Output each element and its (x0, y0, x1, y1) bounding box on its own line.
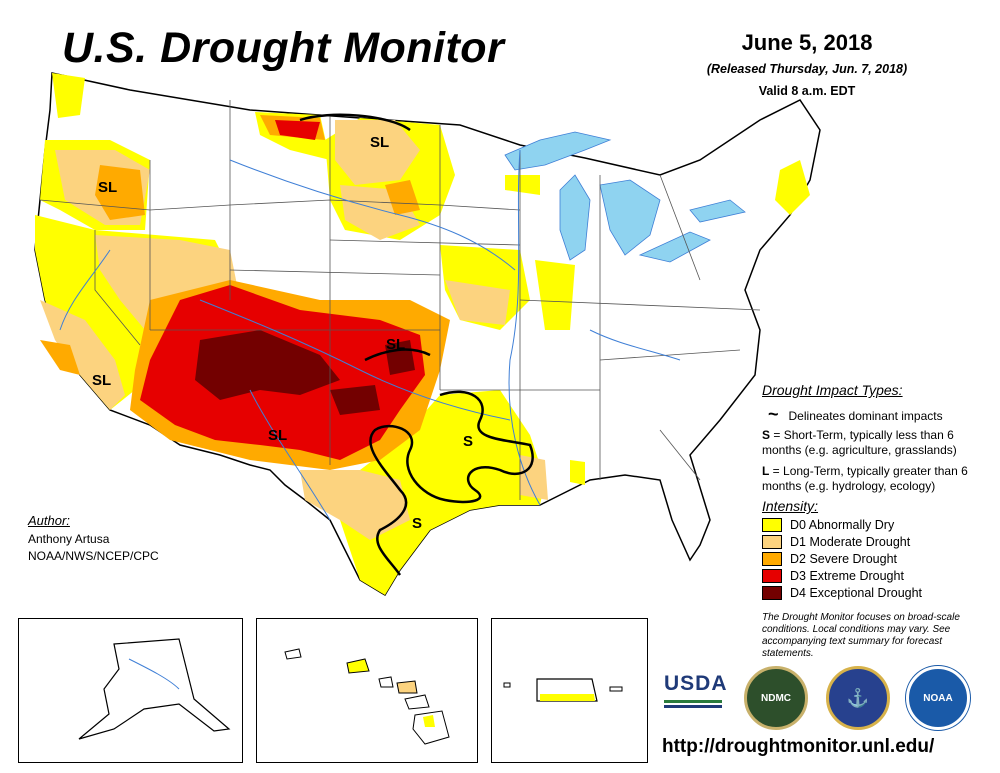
usda-blue-bar (664, 705, 722, 708)
impact-lines (299, 113, 534, 576)
legend-swatch-d3 (762, 569, 782, 583)
alaska-map (78, 638, 231, 740)
impact-label-tx: S (412, 515, 422, 532)
release-date: (Released Thursday, Jun. 7, 2018) (706, 62, 908, 76)
short-term-key: S (762, 428, 771, 442)
author-heading: Author: (28, 513, 70, 528)
legend-label-d1: D1 Moderate Drought (790, 535, 911, 549)
map-date: June 5, 2018 (741, 30, 873, 55)
state-borders (39, 100, 761, 500)
short-term-legend: S = Short-Term, typically less than 6 mo… (762, 428, 992, 458)
impact-labels: SL SL SL SL SL S S (92, 134, 473, 532)
puerto-rico-map (503, 678, 623, 702)
author-org: NOAA/NWS/NCEP/CPC (28, 549, 159, 563)
map-title: U.S. Drought Monitor (62, 24, 505, 72)
usda-logo: USDA (662, 672, 728, 712)
long-term-desc: = Long-Term, typically greater than 6 mo… (762, 464, 968, 493)
puerto-rico-inset (491, 618, 648, 763)
impact-label-ok: SL (386, 336, 405, 353)
hawaii-map (284, 648, 450, 745)
impact-label-nm: SL (268, 427, 287, 444)
legend-label-d4: D4 Exceptional Drought (790, 586, 923, 600)
impact-label-ca: SL (92, 372, 111, 389)
long-term-key: L (762, 464, 770, 478)
impact-line-symbol: ~ (768, 404, 779, 424)
alaska-inset (18, 618, 243, 763)
commerce-seal-icon: ⚓ (826, 666, 890, 730)
impact-label-or: SL (98, 179, 117, 196)
legend-item-d3: D3 Extreme Drought (762, 569, 904, 583)
valid-time: Valid 8 a.m. EDT (758, 84, 856, 98)
ndmc-text: NDMC (761, 692, 791, 704)
rivers (59, 149, 681, 521)
usda-wordmark: USDA (664, 672, 728, 695)
legend-item-d4: D4 Exceptional Drought (762, 586, 922, 600)
author-name: Anthony Artusa (28, 532, 110, 546)
legend-item-d0: D0 Abnormally Dry (762, 518, 894, 532)
impact-label-la: S (463, 433, 473, 450)
legend-label-d0: D0 Abnormally Dry (790, 518, 895, 532)
ndmc-logo: NDMC (744, 666, 808, 730)
short-term-desc: = Short-Term, typically less than 6 mont… (762, 428, 957, 457)
impact-line-desc: Delineates dominant impacts (788, 409, 943, 423)
great-lakes (504, 131, 746, 263)
legend-swatch-d4 (762, 586, 782, 600)
usda-green-bar (664, 700, 722, 703)
legend-swatch-d1 (762, 535, 782, 549)
impact-types-title: Drought Impact Types: (762, 382, 903, 398)
intensity-title: Intensity: (762, 498, 819, 514)
impact-line-legend: ~ Delineates dominant impacts (768, 404, 943, 425)
disclaimer-note: The Drought Monitor focuses on broad-sca… (762, 612, 960, 659)
legend-label-d2: D2 Severe Drought (790, 552, 898, 566)
legend-swatch-d2 (762, 552, 782, 566)
legend-item-d2: D2 Severe Drought (762, 552, 897, 566)
long-term-legend: L = Long-Term, typically greater than 6 … (762, 464, 992, 494)
impact-label-wa: SL (370, 134, 389, 151)
d4-areas (195, 330, 415, 415)
legend-swatch-d0 (762, 518, 782, 532)
website-link[interactable]: http://droughtmonitor.unl.edu/ (662, 736, 935, 757)
noaa-text: NOAA (923, 692, 953, 704)
legend-label-d3: D3 Extreme Drought (790, 569, 904, 583)
noaa-logo: NOAA (906, 666, 970, 730)
legend-item-d1: D1 Moderate Drought (762, 535, 910, 549)
hawaii-inset (256, 618, 478, 763)
